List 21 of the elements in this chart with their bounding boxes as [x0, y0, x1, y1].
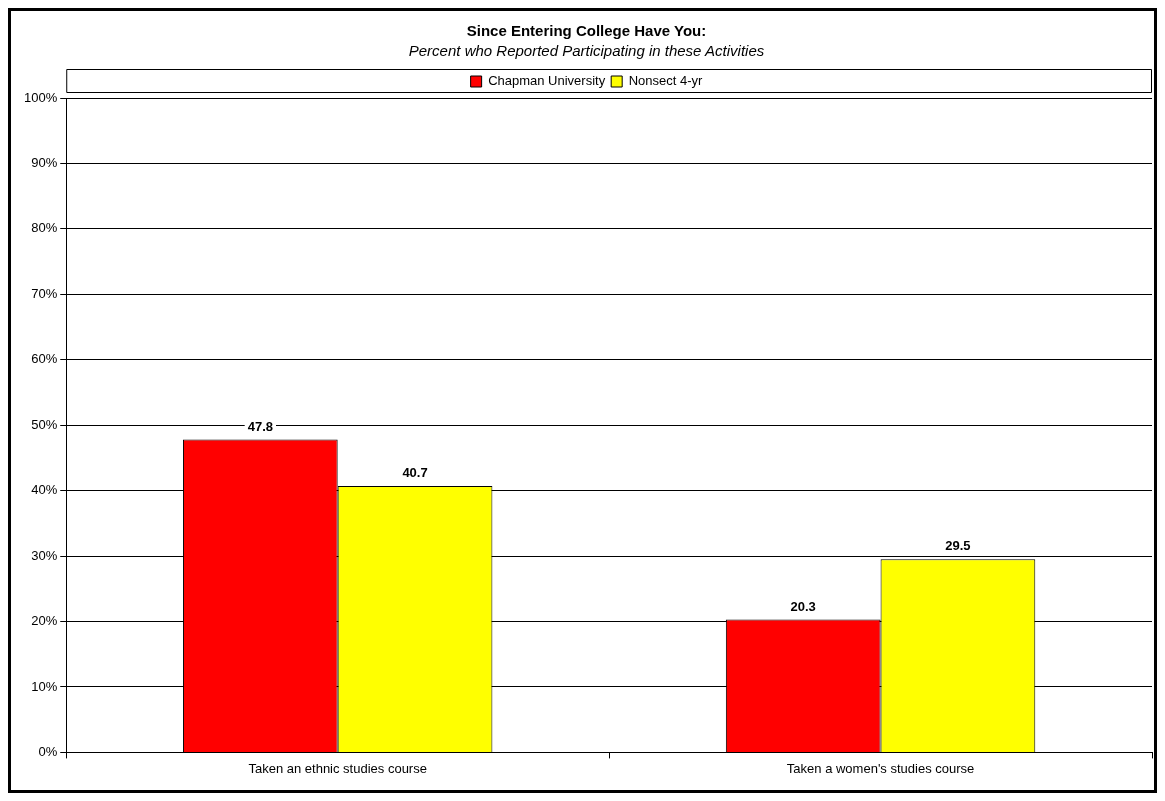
data-label: 20.3: [790, 598, 816, 614]
y-tick-label: 20%: [31, 613, 58, 629]
x-tick-label: Taken a women's studies course: [786, 760, 975, 776]
y-tick-label: 0%: [38, 743, 58, 759]
y-tick-label: 70%: [31, 285, 58, 301]
y-tick-label: 40%: [31, 482, 58, 498]
y-tick-label: 60%: [31, 351, 58, 367]
y-tick-label: 50%: [31, 416, 58, 432]
x-tick-label: Taken an ethnic studies course: [248, 760, 427, 776]
legend-label: Nonsect 4-yr: [628, 73, 704, 89]
data-label: 40.7: [402, 465, 428, 481]
legend-label: Chapman University: [488, 73, 606, 89]
data-label: 29.5: [945, 538, 971, 554]
y-tick-label: 100%: [24, 89, 58, 105]
data-label: 47.8: [247, 418, 273, 434]
y-tick-label: 10%: [31, 678, 58, 694]
chart-title: Since Entering College Have You:: [466, 22, 707, 40]
y-tick-label: 90%: [31, 155, 58, 171]
chart-subtitle: Percent who Reported Participating in these Activities: [408, 42, 765, 60]
y-tick-label: 80%: [31, 220, 58, 236]
y-tick-label: 30%: [31, 547, 58, 563]
